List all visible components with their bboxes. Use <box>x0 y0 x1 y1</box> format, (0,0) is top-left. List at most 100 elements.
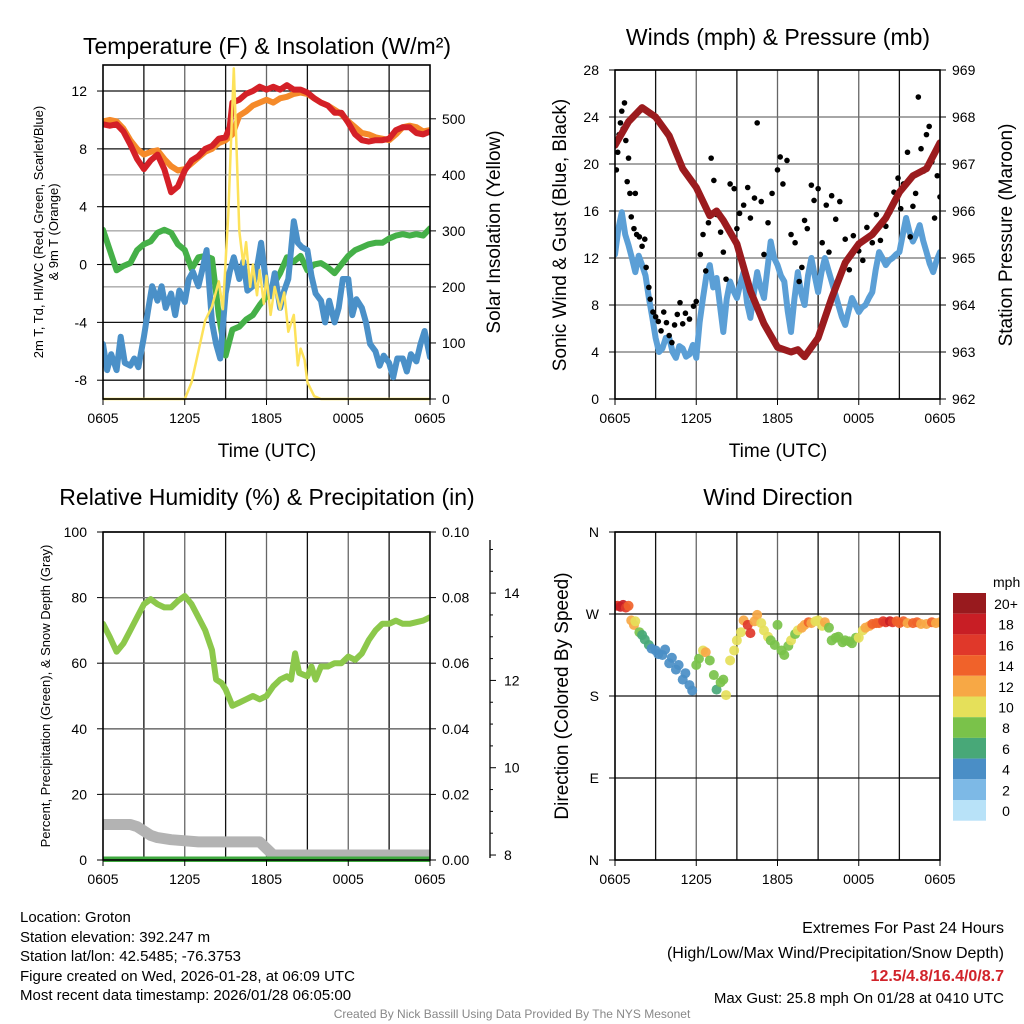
legend-label: 6 <box>1002 741 1010 757</box>
x-tick-label: 0605 <box>87 871 118 887</box>
wind-direction-point <box>623 600 634 611</box>
gust-point <box>808 182 815 188</box>
legend-label: 4 <box>1002 762 1010 778</box>
gust-point <box>828 192 835 199</box>
legend-label: 8 <box>1002 720 1010 736</box>
gust-point <box>641 236 648 242</box>
y-tick-label: 0 <box>79 852 87 868</box>
series-layer <box>615 599 940 701</box>
legend-label: 2 <box>1002 782 1010 798</box>
y2-tick-label: 0.08 <box>442 590 469 606</box>
x-tick-label: 0005 <box>333 871 364 887</box>
gust-point <box>761 251 767 258</box>
y2-tick-label: 300 <box>442 223 466 239</box>
wind-direction-point <box>630 616 641 627</box>
wind-legend-unit: mph <box>993 574 1020 590</box>
wind-speed-legend: 20+ 18 16 14 12 10 8 6 4 2 0 <box>953 593 1018 821</box>
gust-point <box>918 145 924 152</box>
gust-point <box>754 120 760 126</box>
extremes-legend: (High/Low/Max Wind/Precipitation/Snow De… <box>667 945 1004 962</box>
gust-point <box>731 185 737 192</box>
x-tick-label: 1805 <box>762 871 793 887</box>
wind-direction-y-axis-label: Direction (Colored By Speed) <box>552 572 573 819</box>
legend-swatch <box>953 613 986 635</box>
gust-point <box>740 202 747 208</box>
wind-direction-point <box>779 650 790 660</box>
gust-point <box>658 328 664 334</box>
winds-chart-title: Winds (mph) & Pressure (mb) <box>626 24 930 50</box>
y2-tick-label: 964 <box>952 297 976 313</box>
gust-point <box>646 284 652 291</box>
y2-tick-label: 500 <box>442 111 466 127</box>
wind-direction-point <box>769 639 780 650</box>
y2-tick-label: 400 <box>442 167 466 183</box>
gust-point <box>784 157 790 164</box>
x-tick-label: 0605 <box>599 410 630 426</box>
legend-label: 0 <box>1002 803 1010 819</box>
wind-direction-point <box>735 627 746 638</box>
legend-swatch <box>953 655 986 676</box>
wind-direction-point <box>693 653 704 664</box>
gust-point <box>650 309 656 315</box>
data-timestamp-text: Most recent data timestamp: 2026/01/28 0… <box>20 987 351 1004</box>
gust-point <box>819 239 825 246</box>
gust-point <box>669 339 675 346</box>
y-tick-label: E <box>590 770 599 786</box>
gust-point <box>796 278 802 285</box>
wind-direction-point <box>729 645 740 656</box>
snow-depth-tick-label: 12 <box>504 672 520 688</box>
y2-tick-label: 0 <box>442 391 450 407</box>
wind-direction-point <box>823 622 834 633</box>
wind-direction-point <box>745 628 756 639</box>
y-tick-label: N <box>589 852 599 868</box>
y-tick-label: 16 <box>583 203 599 219</box>
y2-tick-label: 966 <box>952 203 976 219</box>
legend-swatch <box>953 717 986 738</box>
gust-point <box>777 154 784 160</box>
temperature-y-axis-label-line1: 2m T, Td, HI/WC (Red, Green, Scarlet/Blu… <box>31 106 46 358</box>
gust-point <box>804 225 811 232</box>
gust-point <box>877 237 884 244</box>
wind-direction-point <box>725 655 736 666</box>
wind-direction-point <box>752 609 763 620</box>
legend-swatch <box>953 800 986 821</box>
relative-humidity-line <box>103 593 430 709</box>
legend-swatch <box>953 675 986 697</box>
gust-point <box>836 198 843 205</box>
legend-swatch <box>953 758 986 780</box>
wind-direction-chart-title: Wind Direction <box>703 484 853 510</box>
td-line <box>103 225 430 359</box>
y2-tick-label: 200 <box>442 279 466 295</box>
legend-label: 18 <box>998 617 1014 633</box>
wind-direction-point <box>708 670 719 681</box>
y-tick-label: -4 <box>75 314 88 330</box>
y2-tick-label: 0.06 <box>442 655 469 671</box>
x-tick-label: 1805 <box>251 410 282 426</box>
location-text: Location: Groton <box>20 909 131 926</box>
y2-tick-label: 0.02 <box>442 786 469 802</box>
wind-direction-point <box>687 685 698 696</box>
y-tick-label: W <box>586 606 600 622</box>
2m-t-line <box>103 82 430 196</box>
y-tick-label: 40 <box>71 721 87 737</box>
gust-point <box>734 225 740 232</box>
gust-point <box>744 184 751 191</box>
gust-point <box>864 224 870 231</box>
x-tick-label: 0005 <box>843 871 874 887</box>
gust-point <box>860 257 866 264</box>
legend-swatch <box>953 593 986 614</box>
x-tick-label: 0605 <box>87 410 118 426</box>
gust-point <box>647 296 654 302</box>
gust-point <box>686 316 693 322</box>
y-tick-label: 12 <box>71 83 87 99</box>
gust-point <box>912 190 919 197</box>
y-tick-label: 20 <box>583 156 599 172</box>
gust-point <box>850 232 857 239</box>
gust-point <box>846 266 853 273</box>
legend-label: 12 <box>998 679 1014 695</box>
gust-point <box>780 181 786 187</box>
y-tick-label: 12 <box>583 250 599 266</box>
y-tick-label: 28 <box>583 62 599 78</box>
legend-swatch <box>953 696 986 718</box>
